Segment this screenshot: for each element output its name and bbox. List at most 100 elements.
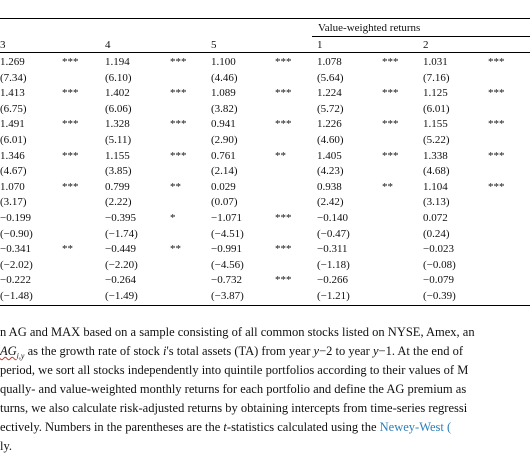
significance-stars-r4-c5: *** <box>275 118 292 131</box>
newey-west-link[interactable]: Newey-West ( <box>379 420 452 434</box>
group-header-value-weighted: Value-weighted returns <box>318 22 421 34</box>
return-value-r14-c0: −0.222 <box>0 274 31 287</box>
significance-stars-r4-c3: *** <box>170 118 187 131</box>
return-value-r14-c6: −0.266 <box>317 274 348 287</box>
return-value-r10-c2: −0.395 <box>105 212 136 224</box>
t-statistic-r13-c4: (−4.56) <box>211 258 244 271</box>
significance-stars-r12-c5: *** <box>275 243 292 256</box>
caption-line-5: turns, we also calculate risk-adjusted r… <box>0 401 468 415</box>
significance-stars-r4-c7: *** <box>382 118 399 131</box>
t-statistic-r15-c2: (−1.49) <box>105 290 138 302</box>
return-value-r10-c4: −1.071 <box>211 212 242 224</box>
t-statistic-r9-c8: (3.13) <box>423 196 450 209</box>
t-statistic-r3-c8: (6.01) <box>423 102 450 115</box>
return-value-r2-c6: 1.224 <box>317 87 342 100</box>
t-statistic-r11-c4: (−4.51) <box>211 227 244 240</box>
return-value-r2-c0: 1.413 <box>0 87 25 100</box>
significance-stars-r12-c3: ** <box>170 243 181 256</box>
return-value-r6-c4: 0.761 <box>211 149 236 162</box>
return-value-r4-c6: 1.226 <box>317 118 342 131</box>
significance-stars-r2-c1: *** <box>62 87 79 100</box>
column-header-4: 4 <box>105 39 111 51</box>
t-statistic-r5-c4: (2.90) <box>211 134 238 146</box>
t-statistic-r5-c6: (4.60) <box>317 134 344 146</box>
significance-stars-r0-c5: *** <box>275 56 292 68</box>
caption-line-1: n AG and MAX based on a sample consistin… <box>0 325 475 339</box>
significance-stars-r2-c9: *** <box>488 87 505 100</box>
significance-stars-r6-c5: ** <box>275 149 286 162</box>
t-statistic-r1-c6: (5.64) <box>317 71 344 84</box>
t-statistic-r3-c4: (3.82) <box>211 102 238 115</box>
t-statistic-r13-c8: (−0.08) <box>423 258 456 271</box>
t-statistic-r7-c0: (4.67) <box>0 165 27 178</box>
table-bottom-rule <box>0 305 530 306</box>
t-statistic-r15-c4: (−3.87) <box>211 290 244 302</box>
return-value-r4-c0: 1.491 <box>0 118 25 131</box>
column-header-2: 2 <box>423 39 429 51</box>
column-header-3: 3 <box>0 39 6 51</box>
significance-stars-r10-c5: *** <box>275 212 292 224</box>
return-value-r10-c6: −0.140 <box>317 212 348 224</box>
t-statistic-r7-c6: (4.23) <box>317 165 344 178</box>
significance-stars-r4-c9: *** <box>488 118 505 131</box>
significance-stars-r6-c1: *** <box>62 149 79 162</box>
return-value-r8-c2: 0.799 <box>105 180 130 193</box>
return-value-r2-c4: 1.089 <box>211 87 236 100</box>
return-value-r12-c6: −0.311 <box>317 243 348 256</box>
significance-stars-r4-c1: *** <box>62 118 79 131</box>
return-value-r4-c8: 1.155 <box>423 118 448 131</box>
return-value-r4-c2: 1.328 <box>105 118 130 131</box>
significance-stars-r2-c7: *** <box>382 87 399 100</box>
return-value-r12-c2: −0.449 <box>105 243 136 256</box>
return-value-r6-c8: 1.338 <box>423 149 448 162</box>
t-statistic-r3-c6: (5.72) <box>317 102 344 115</box>
ag-variable: AGi,y <box>0 344 25 361</box>
t-statistic-r15-c0: (−1.48) <box>0 290 33 302</box>
significance-stars-r10-c3: * <box>170 212 176 224</box>
caption-line-4: qually- and value-weighted monthly retur… <box>0 382 467 396</box>
return-value-r4-c4: 0.941 <box>211 118 236 131</box>
significance-stars-r12-c1: ** <box>62 243 73 256</box>
caption-line-3: period, we sort all stocks independently… <box>0 363 469 377</box>
column-header-5: 5 <box>211 39 217 51</box>
t-statistic-r9-c0: (3.17) <box>0 196 27 209</box>
t-statistic-r1-c0: (7.34) <box>0 71 27 84</box>
t-statistic-r1-c2: (6.10) <box>105 71 132 84</box>
caption-line-2: AGi,y as the growth rate of stock i's to… <box>0 344 463 361</box>
t-statistic-r5-c2: (5.11) <box>105 134 132 146</box>
return-value-r0-c6: 1.078 <box>317 56 342 68</box>
return-value-r10-c0: −0.199 <box>0 212 31 224</box>
significance-stars-r6-c3: *** <box>170 149 187 162</box>
t-statistic-r7-c2: (3.85) <box>105 165 132 178</box>
t-statistic-r9-c6: (2.42) <box>317 196 344 209</box>
t-statistic-r15-c6: (−1.21) <box>317 290 350 302</box>
t-statistic-r13-c2: (−2.20) <box>105 258 138 271</box>
caption-line-7: ly. <box>0 439 13 453</box>
significance-stars-r14-c5: *** <box>275 274 292 287</box>
significance-stars-r0-c9: *** <box>488 56 505 68</box>
return-value-r0-c2: 1.194 <box>105 56 130 68</box>
t-statistic-r5-c8: (5.22) <box>423 134 450 146</box>
significance-stars-r6-c9: *** <box>488 149 505 162</box>
significance-stars-r8-c9: *** <box>488 180 505 193</box>
t-statistic-r5-c0: (6.01) <box>0 134 27 146</box>
significance-stars-r2-c5: *** <box>275 87 292 100</box>
t-statistic-r11-c2: (−1.74) <box>105 227 138 240</box>
significance-stars-r0-c3: *** <box>170 56 187 68</box>
return-value-r8-c0: 1.070 <box>0 180 25 193</box>
return-value-r2-c2: 1.402 <box>105 87 130 100</box>
return-value-r14-c2: −0.264 <box>105 274 136 287</box>
return-value-r10-c8: 0.072 <box>423 212 448 224</box>
return-value-r8-c4: 0.029 <box>211 180 236 193</box>
header-bottom-rule <box>0 52 530 53</box>
t-statistic-r13-c6: (−1.18) <box>317 258 350 271</box>
t-statistic-r11-c0: (−0.90) <box>0 227 33 240</box>
table-top-rule <box>0 18 530 19</box>
return-value-r0-c0: 1.269 <box>0 56 25 68</box>
return-value-r14-c8: −0.079 <box>423 274 454 287</box>
return-value-r0-c8: 1.031 <box>423 56 448 68</box>
t-statistic-r7-c8: (4.68) <box>423 165 450 178</box>
return-value-r12-c8: −0.023 <box>423 243 454 256</box>
return-value-r12-c4: −0.991 <box>211 243 242 256</box>
return-value-r12-c0: −0.341 <box>0 243 31 256</box>
